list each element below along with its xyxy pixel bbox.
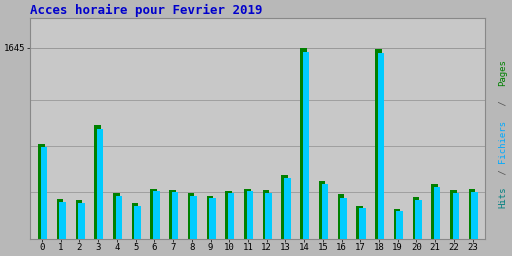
Bar xyxy=(450,190,457,239)
Text: Acces horaire pour Fevrier 2019: Acces horaire pour Fevrier 2019 xyxy=(30,4,262,17)
Bar xyxy=(359,208,366,239)
Bar xyxy=(263,190,269,239)
Text: Hits: Hits xyxy=(498,187,507,208)
Bar xyxy=(247,191,253,239)
Bar xyxy=(356,206,363,239)
Text: Pages: Pages xyxy=(498,59,507,86)
Bar xyxy=(337,194,344,239)
Bar xyxy=(284,178,291,239)
Bar xyxy=(300,48,307,239)
Bar xyxy=(116,196,122,239)
Bar xyxy=(151,189,157,239)
Bar xyxy=(322,184,328,239)
Bar xyxy=(134,206,141,239)
Bar xyxy=(431,184,438,239)
Bar xyxy=(153,191,160,239)
Bar xyxy=(434,187,440,239)
Bar xyxy=(209,198,216,239)
Bar xyxy=(97,129,103,239)
Bar xyxy=(303,52,309,239)
Bar xyxy=(190,196,197,239)
Bar xyxy=(453,193,459,239)
Bar xyxy=(319,181,326,239)
Bar xyxy=(413,197,419,239)
Bar xyxy=(38,144,45,239)
Bar xyxy=(132,203,138,239)
Bar xyxy=(59,201,66,239)
Bar xyxy=(40,147,47,239)
Bar xyxy=(172,192,178,239)
Bar xyxy=(78,203,84,239)
Bar xyxy=(375,49,381,239)
Bar xyxy=(468,189,475,239)
Bar xyxy=(244,189,250,239)
Bar xyxy=(225,191,232,239)
Bar xyxy=(265,193,272,239)
Bar xyxy=(340,198,347,239)
Bar xyxy=(415,200,422,239)
Bar xyxy=(188,194,195,239)
Bar xyxy=(378,53,384,239)
Bar xyxy=(282,175,288,239)
Bar xyxy=(206,196,213,239)
Bar xyxy=(228,194,234,239)
Bar xyxy=(113,194,119,239)
Text: /: / xyxy=(498,164,507,180)
Bar xyxy=(75,200,82,239)
Text: Fichiers: Fichiers xyxy=(498,120,507,163)
Bar xyxy=(394,209,400,239)
Bar xyxy=(396,211,403,239)
Bar xyxy=(472,192,478,239)
Bar xyxy=(169,190,176,239)
Text: /: / xyxy=(498,95,507,111)
Bar xyxy=(94,125,101,239)
Bar xyxy=(57,199,63,239)
